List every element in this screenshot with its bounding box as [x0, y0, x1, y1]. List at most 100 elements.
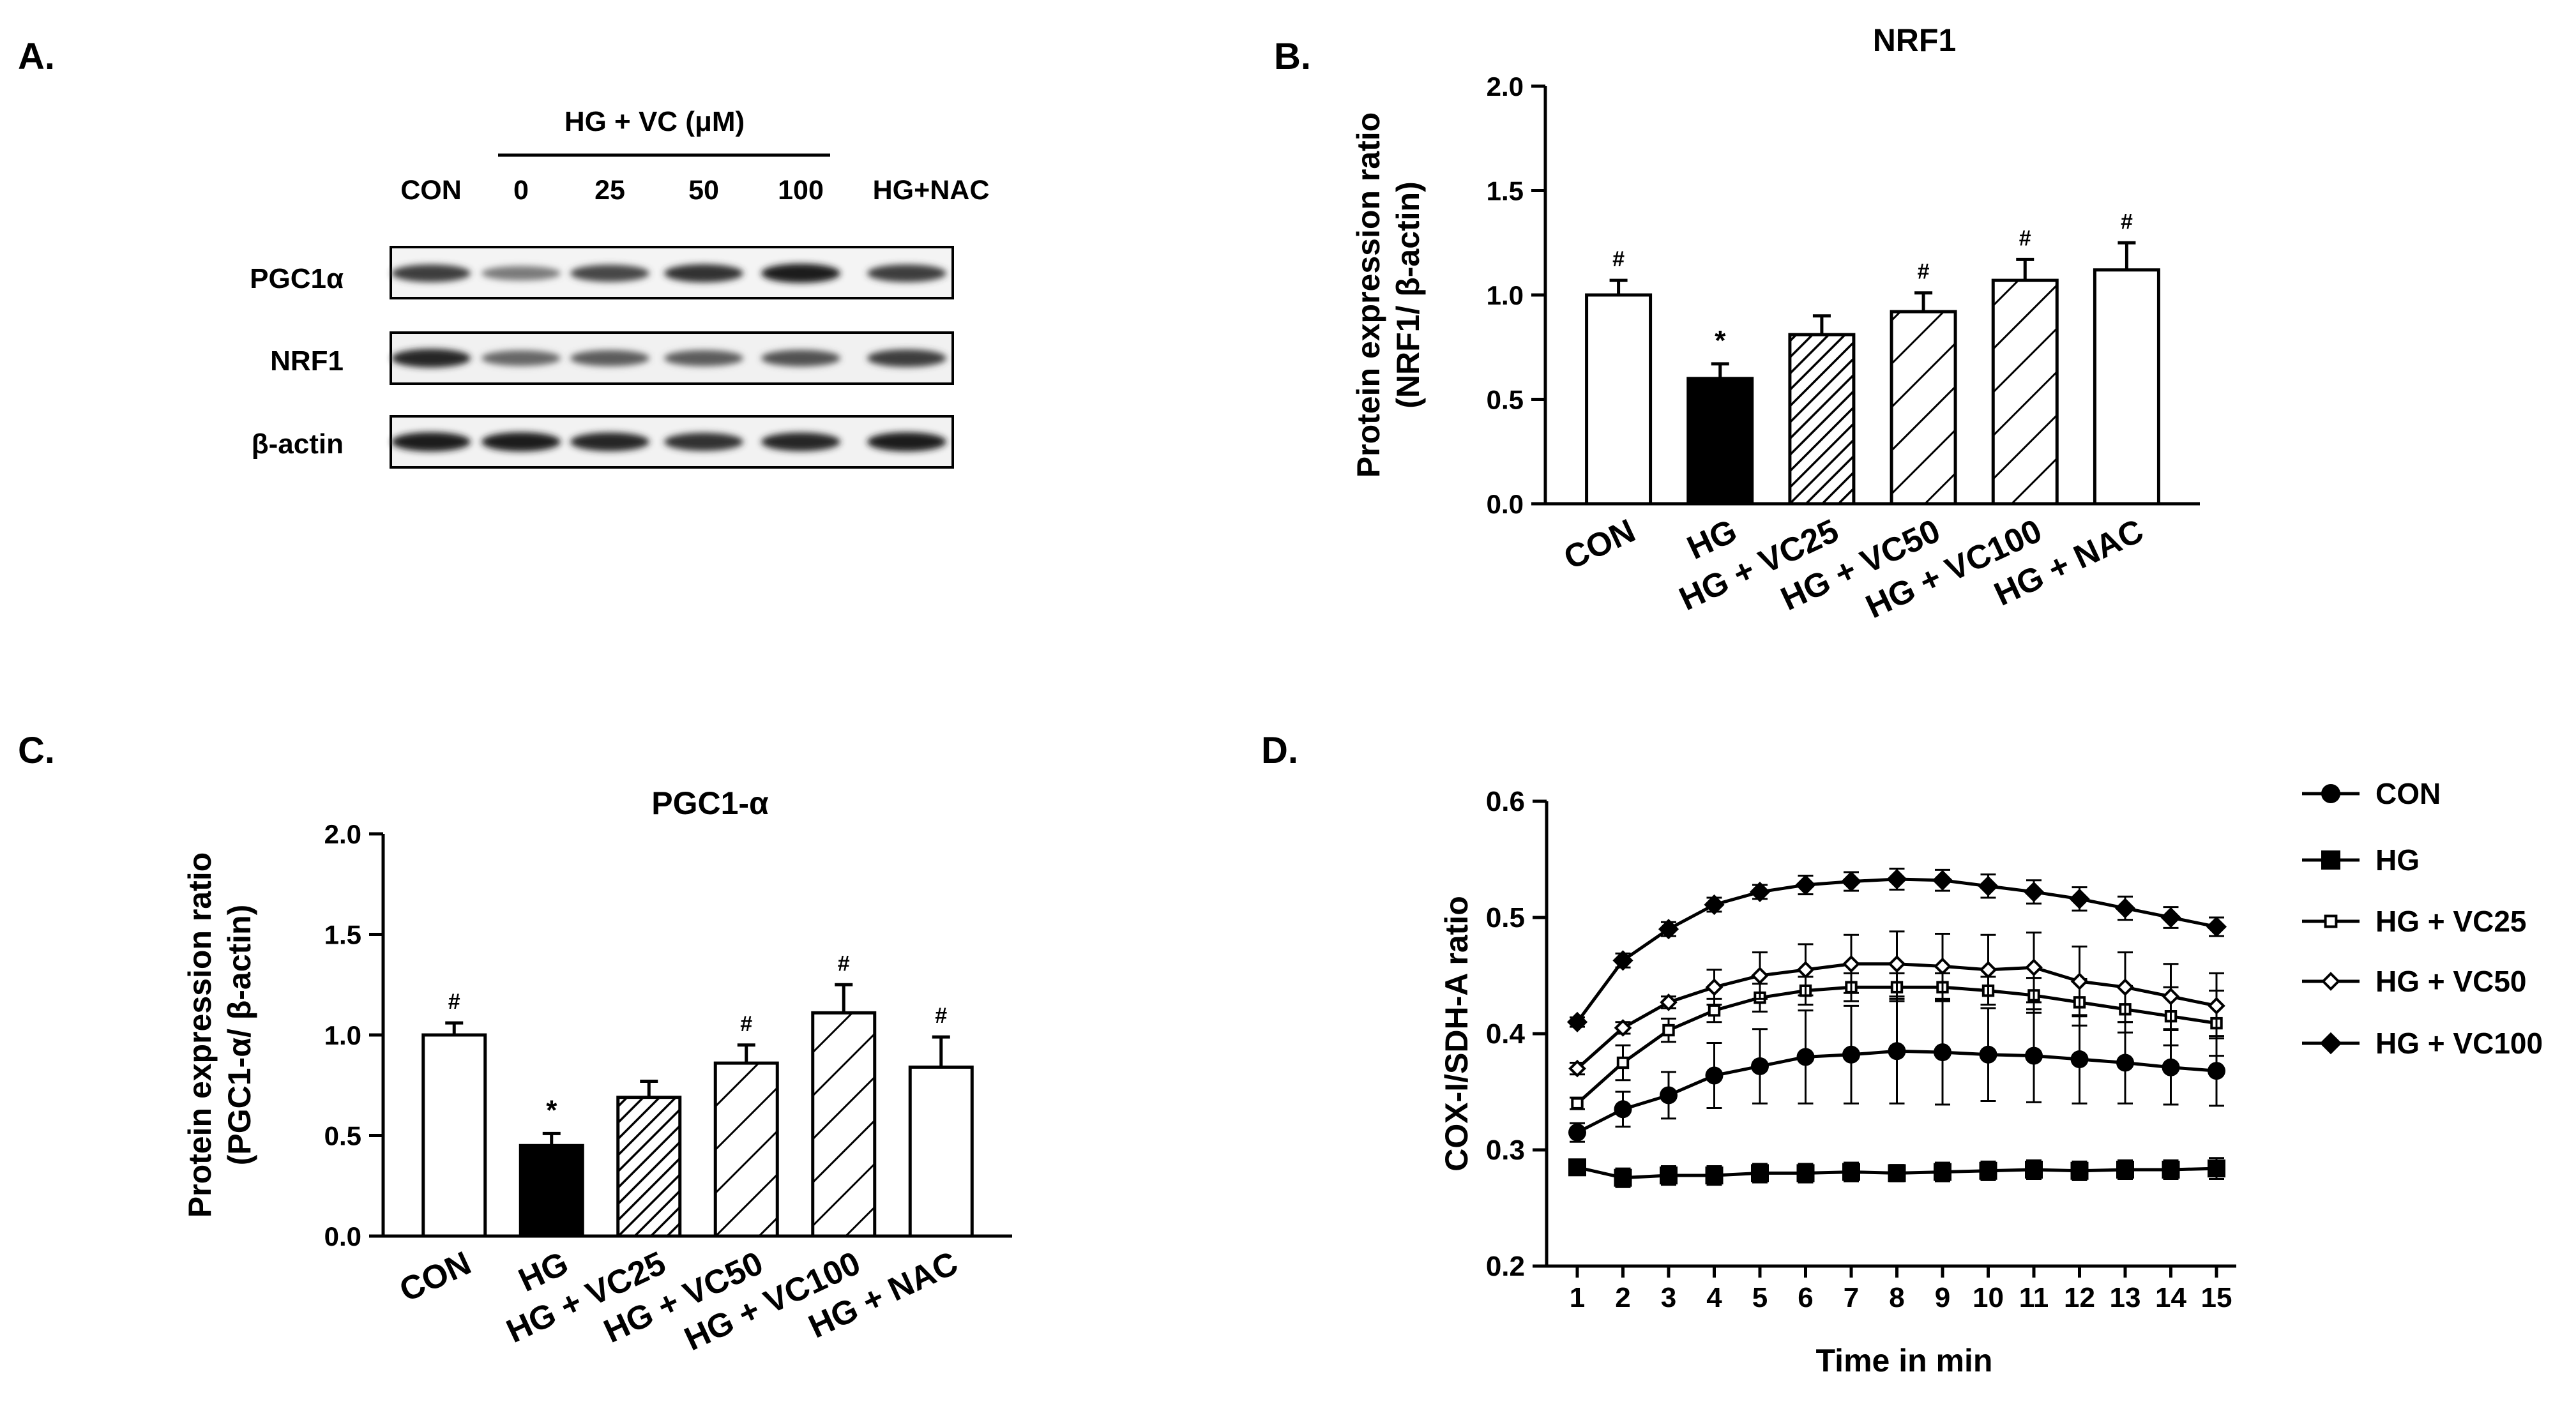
bar	[1890, 310, 1957, 506]
legend-label: HG + VC100	[2375, 1027, 2543, 1060]
blot-band	[867, 349, 946, 367]
data-point	[1705, 1166, 1724, 1185]
panel-c: C. PGC1-α Protein expression ratio (PGC1-α…	[18, 730, 1012, 1358]
data-point	[2208, 997, 2225, 1015]
y-tick-label: 0.4	[1486, 1018, 1526, 1050]
data-point	[2319, 1032, 2342, 1055]
blot-band	[664, 432, 743, 451]
significance-marker: #	[2019, 226, 2031, 250]
data-point	[1840, 871, 1862, 892]
data-point	[2321, 784, 2340, 803]
data-point	[1660, 1086, 1678, 1105]
blot-band	[664, 350, 743, 366]
data-point	[1751, 967, 1769, 985]
bar	[1991, 278, 2059, 506]
bar	[713, 1061, 779, 1238]
data-point	[1614, 1100, 1632, 1119]
y-tick-label: 2.0	[324, 819, 361, 849]
x-tick-label: 8	[1889, 1282, 1904, 1313]
data-point	[2116, 1053, 2134, 1072]
y-tick-label: 0.3	[1486, 1135, 1525, 1166]
data-point	[1704, 894, 1725, 916]
data-point	[2114, 898, 2136, 919]
data-point	[2025, 1160, 2043, 1179]
nrf1-bar-chart: NRF1 Protein expression ratio (NRF1/ β-act…	[1351, 22, 2200, 626]
blot-column-label: 50	[688, 175, 719, 206]
blot-row-label: PGC1α	[250, 263, 344, 294]
data-point	[1568, 1123, 1586, 1142]
data-point	[1934, 1043, 1951, 1062]
x-tick-label: 14	[2155, 1282, 2186, 1313]
blot-band	[761, 432, 840, 451]
data-point	[1749, 881, 1771, 903]
data-point	[1979, 961, 1997, 979]
significance-marker: #	[838, 951, 850, 976]
bar	[616, 1096, 682, 1238]
blot-band	[761, 350, 840, 366]
significance-marker: *	[1715, 325, 1726, 356]
blot-column-labels: CON 0 25 50 100 HG+NAC	[400, 175, 989, 206]
blot-column-label: HG+NAC	[873, 175, 990, 206]
data-point	[1888, 1164, 1906, 1182]
data-point	[2116, 978, 2134, 997]
y-tick-label: 0.0	[1487, 489, 1524, 519]
legend-label: HG	[2375, 843, 2420, 877]
data-point	[1796, 1164, 1815, 1182]
significance-marker: #	[448, 990, 460, 1014]
x-tick-label: 7	[1844, 1282, 1859, 1313]
data-point	[1842, 1163, 1860, 1181]
data-point	[2162, 1058, 2180, 1076]
data-point	[1751, 1057, 1769, 1075]
data-point	[2025, 958, 2043, 977]
y-axis-label: Protein expression ratio	[1351, 112, 1386, 478]
y-tick-label: 0.5	[1487, 385, 1524, 415]
cox-sdh-line-chart: 0.20.30.40.50.61 2 3 4 5 6 7 8 9 10 11 12 13 14 15Time…	[1439, 777, 2543, 1378]
data-point	[1842, 1045, 1860, 1064]
bar	[1686, 377, 1754, 506]
data-point	[1842, 955, 1860, 973]
series-con	[1568, 997, 2225, 1143]
data-point	[1888, 1042, 1906, 1061]
x-tick-label: 1	[1570, 1282, 1585, 1313]
panel-b: B. NRF1 Protein expression ratio (NRF1/ β-…	[1274, 22, 2200, 626]
y-tick-label: 0.6	[1486, 786, 1525, 817]
data-point	[1886, 868, 1907, 890]
data-point	[2070, 1050, 2089, 1069]
data-point	[2162, 987, 2180, 1006]
blot-band	[761, 264, 840, 283]
bar	[2093, 268, 2160, 506]
data-point	[2321, 972, 2340, 991]
data-point	[2023, 881, 2045, 903]
significance-marker: #	[1918, 260, 1930, 284]
category-label: CON	[1558, 512, 1640, 577]
data-point	[1616, 1056, 1630, 1069]
y-tick-label: 1.0	[1487, 280, 1524, 310]
y-axis-label: COX-I/SDH-A ratio	[1439, 896, 1474, 1172]
bar	[811, 1011, 877, 1238]
blot-row-label: NRF1	[270, 345, 344, 377]
data-point	[1658, 919, 1679, 940]
data-point	[1566, 1011, 1588, 1032]
y-tick-label: 1.0	[324, 1020, 361, 1050]
pgc1a-bar-chart: PGC1-α Protein expression ratio (PGC1-α/ β…	[182, 785, 1012, 1358]
series-hg	[1568, 1157, 2225, 1188]
panel-a-letter: A.	[18, 36, 55, 77]
blot-band	[664, 264, 743, 283]
chart-title: PGC1-α	[651, 785, 769, 821]
x-tick-label: 2	[1615, 1282, 1630, 1313]
series-hg-vc50	[1568, 930, 2225, 1078]
data-point	[2025, 1046, 2043, 1065]
x-tick-label: 3	[1661, 1282, 1676, 1313]
data-point	[2070, 1161, 2089, 1180]
data-point	[1705, 978, 1724, 997]
legend-label: CON	[2375, 777, 2441, 810]
x-axis-label: Time in min	[1816, 1343, 1993, 1378]
y-axis-label-units: (NRF1/ β-actin)	[1390, 181, 1426, 409]
x-tick-label: 15	[2201, 1282, 2232, 1313]
y-tick-label: 0.2	[1486, 1251, 1525, 1282]
significance-marker: #	[740, 1012, 752, 1036]
legend: CON HG HG + VC25 HG + VC50 HG + VC100	[2302, 777, 2543, 1060]
blot-band	[391, 349, 471, 368]
data-point	[1612, 950, 1633, 971]
data-point	[2208, 1159, 2225, 1178]
